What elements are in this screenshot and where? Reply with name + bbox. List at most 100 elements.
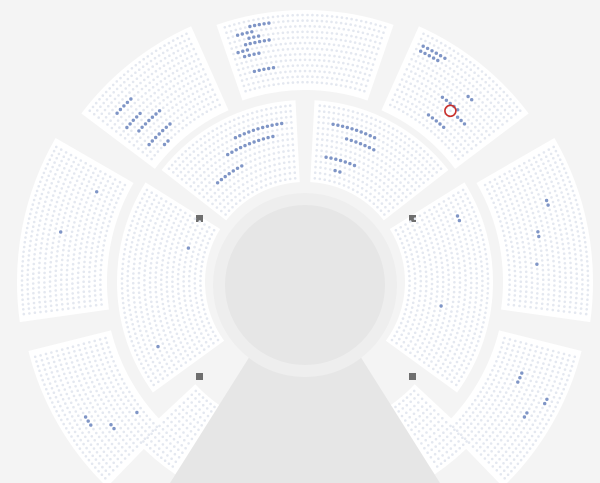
seat-available[interactable]: [223, 174, 227, 179]
seat-available[interactable]: [372, 148, 376, 152]
seat-available[interactable]: [140, 125, 144, 129]
seat-available[interactable]: [426, 113, 431, 117]
seat-available[interactable]: [462, 122, 467, 126]
seat-available[interactable]: [162, 142, 167, 147]
seat-available[interactable]: [455, 115, 460, 119]
seat-available[interactable]: [266, 135, 270, 140]
seat-available[interactable]: [354, 128, 359, 132]
seat-available[interactable]: [343, 160, 347, 164]
seat-available[interactable]: [438, 54, 443, 58]
seat-available[interactable]: [236, 50, 240, 55]
seat-available[interactable]: [89, 423, 93, 427]
seat-available[interactable]: [363, 143, 367, 148]
seat-available[interactable]: [275, 122, 279, 127]
seat-available[interactable]: [164, 125, 168, 129]
seat-available[interactable]: [83, 415, 88, 419]
seat-available[interactable]: [240, 164, 244, 168]
seat-available[interactable]: [240, 32, 244, 36]
seat-available[interactable]: [525, 411, 529, 415]
seat-available[interactable]: [348, 161, 352, 166]
seat-available[interactable]: [329, 156, 333, 160]
seat-available[interactable]: [448, 101, 452, 106]
seat-available[interactable]: [436, 58, 440, 63]
seat-available[interactable]: [372, 136, 377, 140]
seat-available[interactable]: [257, 51, 261, 55]
seat-available[interactable]: [243, 43, 248, 47]
seat-available[interactable]: [161, 128, 165, 133]
seat-available[interactable]: [248, 24, 252, 29]
seat-available[interactable]: [251, 128, 256, 132]
seat-available[interactable]: [425, 46, 430, 51]
seat-available[interactable]: [345, 125, 349, 130]
seat-available[interactable]: [427, 54, 431, 58]
seat-available[interactable]: [227, 172, 231, 176]
seat-available[interactable]: [250, 30, 254, 34]
seat-available[interactable]: [349, 138, 353, 143]
seat-available[interactable]: [59, 230, 63, 234]
seat-available[interactable]: [219, 177, 224, 182]
seat-available[interactable]: [129, 97, 133, 101]
seat-available[interactable]: [518, 376, 522, 380]
seat-available[interactable]: [358, 142, 363, 146]
seat-available[interactable]: [543, 401, 547, 406]
seat-available[interactable]: [231, 169, 235, 173]
seat-available[interactable]: [234, 148, 238, 152]
seat-available[interactable]: [95, 190, 99, 194]
seat-available[interactable]: [262, 67, 266, 72]
seat-available[interactable]: [421, 44, 425, 48]
seat-available[interactable]: [131, 118, 135, 123]
seat-available[interactable]: [431, 56, 436, 60]
seat-available[interactable]: [270, 123, 274, 127]
seat-available[interactable]: [267, 38, 271, 42]
seat-available[interactable]: [265, 124, 270, 128]
seat-available[interactable]: [115, 111, 119, 115]
seat-available[interactable]: [156, 344, 160, 349]
seat-available[interactable]: [546, 203, 550, 207]
seat-available[interactable]: [280, 121, 284, 126]
seat-available[interactable]: [252, 52, 256, 56]
seat-available[interactable]: [112, 426, 116, 431]
seat-available[interactable]: [243, 143, 247, 148]
seat-available[interactable]: [352, 163, 357, 168]
seat-available[interactable]: [324, 155, 328, 159]
seat-available[interactable]: [354, 140, 358, 144]
seat-available[interactable]: [241, 49, 245, 53]
seat-available[interactable]: [537, 234, 541, 239]
seat-available[interactable]: [261, 137, 266, 141]
seat-available[interactable]: [125, 100, 130, 105]
seat-available[interactable]: [247, 53, 251, 57]
seat-available[interactable]: [423, 51, 427, 56]
seat-available[interactable]: [252, 35, 256, 39]
seat-available[interactable]: [350, 127, 354, 131]
seat-available[interactable]: [257, 39, 262, 44]
seat-available[interactable]: [271, 134, 275, 139]
seat-available[interactable]: [247, 130, 251, 134]
seat-available[interactable]: [364, 132, 368, 136]
seat-available[interactable]: [235, 166, 240, 170]
seat-available[interactable]: [245, 31, 249, 35]
seat-available[interactable]: [150, 115, 155, 119]
seat-available[interactable]: [128, 122, 132, 126]
seat-available[interactable]: [247, 142, 252, 146]
seat-available[interactable]: [267, 21, 271, 25]
seat-available[interactable]: [230, 150, 234, 154]
seat-available[interactable]: [86, 419, 90, 423]
seat-available[interactable]: [147, 118, 151, 123]
seat-available[interactable]: [233, 136, 238, 140]
seat-available[interactable]: [459, 118, 463, 123]
seat-available[interactable]: [150, 139, 154, 143]
seat-available[interactable]: [252, 140, 256, 144]
seat-available[interactable]: [262, 39, 267, 43]
seat-available[interactable]: [238, 145, 243, 150]
seat-available[interactable]: [135, 115, 139, 119]
seat-available[interactable]: [271, 66, 276, 70]
seat-available[interactable]: [545, 397, 549, 401]
seat-available[interactable]: [430, 49, 434, 53]
seat-available[interactable]: [516, 380, 520, 384]
seat-available[interactable]: [430, 116, 435, 120]
seat-available[interactable]: [340, 124, 345, 128]
seat-available[interactable]: [238, 134, 242, 138]
seat-available[interactable]: [368, 134, 372, 138]
seat-available[interactable]: [242, 132, 246, 136]
seat-available[interactable]: [137, 129, 141, 133]
